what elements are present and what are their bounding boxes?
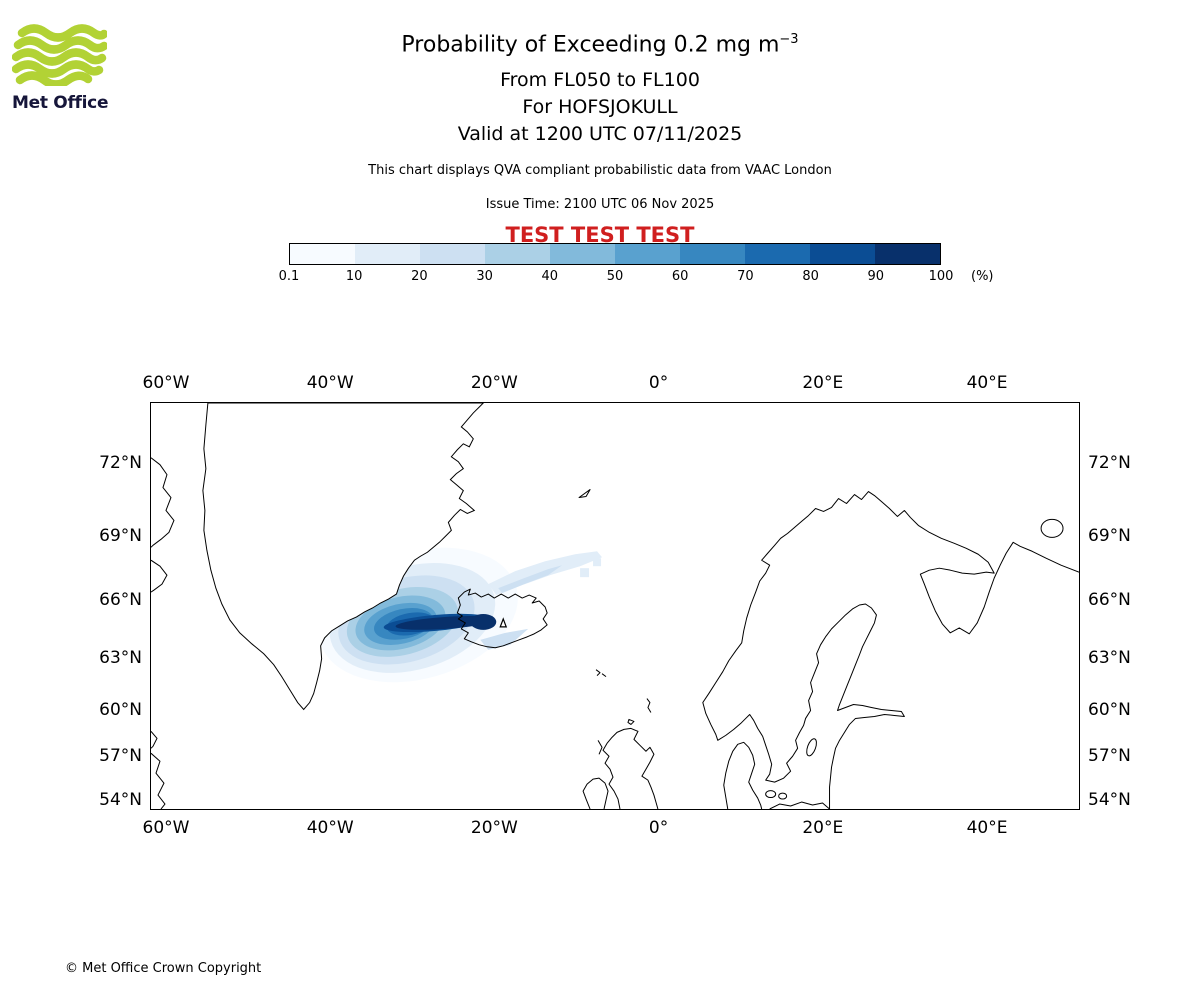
lat-tick-label: 60°N: [1088, 700, 1131, 720]
lat-tick-label: 69°N: [99, 526, 142, 546]
lat-tick-label: 63°N: [99, 648, 142, 668]
lat-tick-label: 72°N: [99, 453, 142, 473]
lat-tick-label: 57°N: [1088, 746, 1131, 766]
title-text: Probability of Exceeding 0.2 mg m: [401, 32, 780, 58]
issue-time: Issue Time: 2100 UTC 06 Nov 2025: [485, 197, 715, 213]
lon-tick-label: 20°W: [470, 818, 518, 838]
met-office-logo-text: Met Office: [12, 93, 109, 113]
colorbar-unit-label: (%): [971, 269, 994, 284]
britain-coastline: [602, 727, 659, 809]
coastlines: [151, 457, 1079, 809]
colorbar-tick-label: 10: [345, 269, 363, 284]
denmark-coastline: [723, 741, 763, 809]
colorbar-tick-label: 90: [867, 269, 885, 284]
lat-tick-label: 54°N: [1088, 790, 1131, 810]
qva-description: This chart displays QVA compliant probab…: [368, 163, 832, 179]
met-office-logo: Met Office: [11, 24, 116, 113]
lon-tick-label: 20°E: [802, 373, 844, 393]
lat-tick-label: 72°N: [1088, 453, 1131, 473]
colorbar-ticks: 0.1 10 20 30 40 50 60 70 80 90 100 (%): [279, 269, 994, 287]
lon-tick-label: 40°W: [306, 818, 354, 838]
lon-tick-label: 0°: [648, 818, 669, 838]
colorbar-segment: [810, 244, 875, 264]
ireland-coastline: [582, 777, 609, 809]
lat-tick-label: 69°N: [1088, 526, 1131, 546]
colorbar-segment: [875, 244, 940, 264]
colorbar-segment: [290, 244, 355, 264]
colorbar-container: 0.1 10 20 30 40 50 60 70 80 90 100 (%): [279, 243, 994, 287]
lon-tick-label: 20°E: [802, 818, 844, 838]
lat-tick-label: 54°N: [99, 790, 142, 810]
subtitle-volcano: For HOFSJOKULL: [522, 96, 678, 119]
colorbar-tick-label: 50: [606, 269, 624, 284]
subtitle-flight-levels: From FL050 to FL100: [500, 69, 700, 92]
lon-tick-label: 0°: [648, 373, 669, 393]
lon-tick-label: 40°E: [966, 373, 1008, 393]
lat-tick-label: 66°N: [99, 590, 142, 610]
colorbar-segment: [745, 244, 810, 264]
page-title: Probability of Exceeding 0.2 mg m−3: [0, 26, 1200, 59]
lon-tick-label: 60°W: [142, 818, 190, 838]
copyright: © Met Office Crown Copyright: [65, 961, 262, 976]
colorbar-segment: [615, 244, 680, 264]
colorbar-tick-label: 20: [411, 269, 428, 284]
header: Probability of Exceeding 0.2 mg m−3 From…: [0, 26, 1200, 248]
colorbar-tick-label: 0.1: [278, 269, 300, 284]
met-office-waves-icon: [11, 24, 109, 89]
colorbar-segment: [420, 244, 485, 264]
scandinavia-coastline: [702, 491, 1079, 809]
lat-tick-label: 66°N: [1088, 590, 1131, 610]
colorbar-segment: [485, 244, 550, 264]
lat-tick-label: 60°N: [99, 700, 142, 720]
volcano-marker: [499, 617, 508, 628]
colorbar-tick-label: 70: [737, 269, 754, 284]
greenland-coastline: [202, 403, 484, 711]
lon-tick-label: 20°W: [470, 373, 518, 393]
colorbar-tick-label: 60: [671, 269, 689, 284]
map-frame: 60°W 40°W 20°W 0° 20°E 40°E 60°W 40°W 20°W 0° 20°…: [99, 373, 1131, 838]
lat-tick-label: 57°N: [99, 746, 142, 766]
iceland-coastline: [456, 588, 548, 649]
colorbar-tick-label: 80: [802, 269, 819, 284]
subtitle-valid-time: Valid at 1200 UTC 07/11/2025: [457, 123, 743, 146]
colorbar-segment: [355, 244, 420, 264]
colorbar-tick-label: 100: [928, 269, 954, 284]
colorbar-tick-label: 40: [541, 269, 559, 284]
lon-tick-label: 40°W: [306, 373, 354, 393]
lon-tick-label: 40°E: [966, 818, 1008, 838]
lat-tick-label: 63°N: [1088, 648, 1131, 668]
title-exponent: −3: [779, 32, 799, 47]
lon-tick-label: 60°W: [142, 373, 190, 393]
colorbar: [289, 243, 941, 265]
colorbar-tick-label: 30: [476, 269, 493, 284]
jan-mayen: [578, 489, 591, 499]
colorbar-segment: [550, 244, 615, 264]
colorbar-segment: [680, 244, 745, 264]
kolguyev-island: [1040, 518, 1064, 538]
map: [151, 403, 1079, 809]
